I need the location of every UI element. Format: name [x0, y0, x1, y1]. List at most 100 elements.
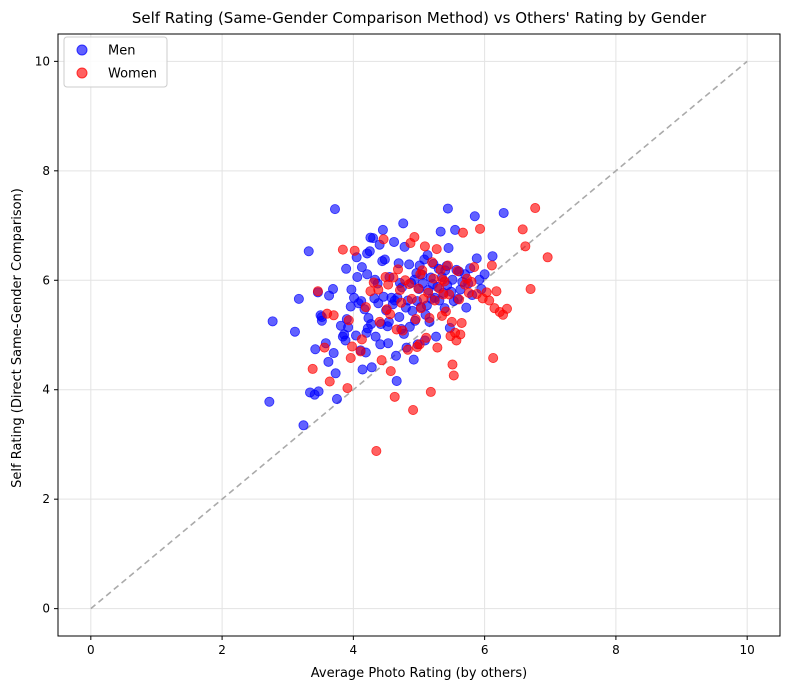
data-point-women: [406, 293, 417, 304]
data-point-women: [378, 234, 389, 245]
data-point-women: [466, 276, 477, 287]
data-point-men: [487, 251, 498, 262]
series-women: [307, 203, 553, 457]
y-axis-ticks: 0 2 4 6 8 10: [35, 54, 58, 616]
data-point-men: [289, 326, 300, 337]
data-point-women: [397, 325, 408, 336]
data-point-women: [481, 287, 492, 298]
data-point-women: [423, 287, 434, 298]
data-point-women: [356, 334, 367, 345]
data-point-women: [415, 303, 426, 314]
data-point-women: [360, 302, 371, 313]
data-point-women: [371, 446, 382, 457]
data-point-men: [335, 320, 346, 331]
data-point-men: [471, 253, 482, 264]
legend-marker-women: [76, 67, 88, 79]
reference-diagonal-line: [90, 60, 748, 610]
data-point-men: [383, 338, 394, 349]
x-tick-label: 6: [481, 643, 489, 657]
data-point-women: [374, 316, 385, 327]
data-point-women: [380, 271, 391, 282]
data-point-men: [340, 335, 351, 346]
data-point-men: [267, 316, 278, 327]
legend-box: [63, 36, 168, 88]
data-point-women: [456, 317, 467, 328]
data-point-women: [410, 314, 421, 325]
data-point-women: [425, 386, 436, 397]
data-point-men: [479, 269, 490, 280]
data-point-men: [368, 233, 379, 244]
x-tick-label: 10: [740, 643, 755, 657]
data-points: [264, 203, 553, 457]
data-point-women: [530, 203, 541, 214]
data-point-women: [376, 355, 387, 366]
legend-marker-men: [76, 44, 88, 56]
data-point-women: [437, 274, 448, 285]
data-point-men: [408, 354, 419, 365]
data-point-men: [303, 246, 314, 257]
data-point-men: [394, 311, 405, 322]
data-point-women: [419, 241, 430, 252]
data-point-men: [323, 356, 334, 367]
data-point-women: [345, 352, 356, 363]
data-point-women: [455, 329, 466, 340]
chart-title: Self Rating (Same-Gender Comparison Meth…: [132, 9, 707, 27]
data-point-women: [368, 277, 379, 288]
data-point-women: [402, 344, 413, 355]
data-point-women: [440, 306, 451, 317]
data-point-women: [342, 383, 353, 394]
data-point-men: [431, 331, 442, 342]
data-point-women: [484, 295, 495, 306]
data-point-women: [448, 370, 459, 381]
data-point-men: [391, 375, 402, 386]
data-point-women: [454, 294, 465, 305]
data-point-women: [373, 284, 384, 295]
plot-area-frame: [57, 33, 781, 637]
y-tick-label: 10: [35, 54, 50, 68]
data-point-women: [349, 245, 360, 256]
data-point-women: [486, 260, 497, 271]
data-point-men: [442, 203, 453, 214]
x-tick-label: 4: [350, 643, 358, 657]
data-point-men: [398, 218, 409, 229]
data-point-men: [366, 319, 377, 330]
data-point-men: [379, 254, 390, 265]
data-point-women: [457, 227, 468, 238]
data-point-women: [442, 260, 453, 271]
data-point-women: [409, 232, 420, 243]
data-point-men: [298, 420, 309, 431]
data-point-men: [329, 204, 340, 215]
data-point-women: [355, 346, 366, 357]
data-point-men: [293, 293, 304, 304]
data-point-women: [404, 279, 415, 290]
data-point-men: [435, 226, 446, 237]
data-point-women: [452, 265, 463, 276]
y-tick-label: 4: [42, 383, 50, 397]
data-point-men: [330, 368, 341, 379]
x-axis-ticks: 0 2 4 6 8 10: [87, 636, 755, 657]
data-point-men: [313, 386, 324, 397]
data-point-women: [385, 366, 396, 377]
data-point-women: [343, 315, 354, 326]
data-point-women: [307, 363, 318, 374]
data-point-women: [408, 404, 419, 415]
data-point-women: [347, 341, 358, 352]
data-point-men: [443, 242, 454, 253]
data-point-men: [362, 248, 373, 259]
data-point-men: [328, 348, 339, 359]
data-point-women: [444, 289, 455, 300]
data-point-women: [417, 265, 428, 276]
x-tick-label: 0: [87, 643, 95, 657]
data-point-women: [328, 310, 339, 321]
data-point-women: [319, 342, 330, 353]
data-point-men: [498, 207, 509, 218]
data-point-women: [337, 244, 348, 255]
data-point-women: [469, 262, 480, 273]
x-axis-label: Average Photo Rating (by others): [311, 666, 527, 681]
data-point-men: [352, 271, 363, 282]
data-point-women: [429, 295, 440, 306]
y-tick-label: 8: [42, 164, 50, 178]
data-point-women: [491, 286, 502, 297]
data-point-women: [517, 224, 528, 235]
data-point-men: [469, 211, 480, 222]
